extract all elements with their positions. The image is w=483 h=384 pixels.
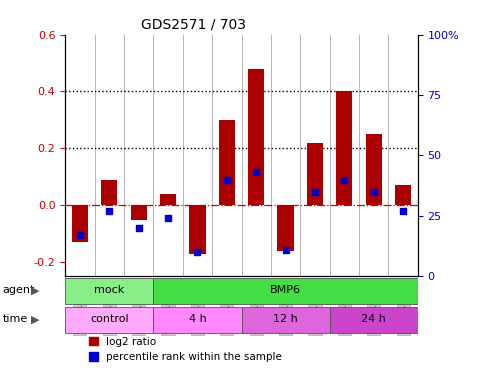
Point xyxy=(399,208,407,214)
Point xyxy=(164,215,172,222)
FancyBboxPatch shape xyxy=(65,307,154,333)
Bar xyxy=(130,205,147,220)
Bar xyxy=(395,185,411,205)
Text: GDS2571 / 703: GDS2571 / 703 xyxy=(141,17,246,31)
FancyBboxPatch shape xyxy=(154,278,418,304)
FancyBboxPatch shape xyxy=(242,307,329,333)
Text: ▶: ▶ xyxy=(30,285,39,295)
Point xyxy=(76,232,84,238)
Point xyxy=(252,169,260,175)
Point xyxy=(105,208,113,214)
Bar xyxy=(101,180,117,205)
Bar xyxy=(72,205,88,242)
Bar xyxy=(278,205,294,251)
Point xyxy=(223,177,231,183)
Bar xyxy=(248,69,264,205)
Bar xyxy=(219,120,235,205)
Point xyxy=(311,189,319,195)
Text: agent: agent xyxy=(2,285,35,295)
Text: BMP6: BMP6 xyxy=(270,285,301,295)
Text: 12 h: 12 h xyxy=(273,314,298,324)
Bar xyxy=(307,143,323,205)
Point xyxy=(341,177,348,183)
Bar xyxy=(189,205,205,254)
Legend: log2 ratio, percentile rank within the sample: log2 ratio, percentile rank within the s… xyxy=(88,336,283,363)
Bar xyxy=(160,194,176,205)
FancyBboxPatch shape xyxy=(154,307,242,333)
FancyBboxPatch shape xyxy=(329,307,418,333)
FancyBboxPatch shape xyxy=(65,278,154,304)
Text: time: time xyxy=(2,314,28,324)
Bar xyxy=(366,134,382,205)
Text: ▶: ▶ xyxy=(30,314,39,324)
Point xyxy=(370,189,378,195)
Point xyxy=(194,249,201,255)
Text: 4 h: 4 h xyxy=(188,314,206,324)
Point xyxy=(135,225,142,231)
Text: 24 h: 24 h xyxy=(361,314,386,324)
Text: mock: mock xyxy=(94,285,125,295)
Bar xyxy=(336,91,353,205)
Text: control: control xyxy=(90,314,128,324)
Point xyxy=(282,247,289,253)
